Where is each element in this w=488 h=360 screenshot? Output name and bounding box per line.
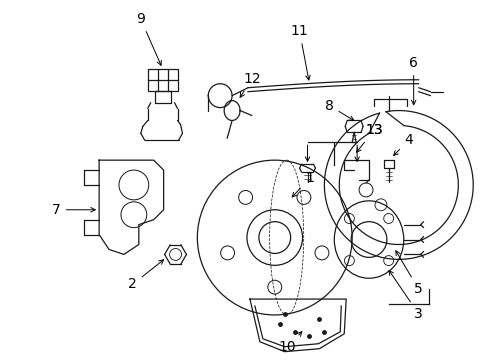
Text: 13: 13: [356, 123, 382, 152]
Text: 8: 8: [324, 99, 353, 121]
Text: 11: 11: [290, 24, 309, 80]
Text: 13: 13: [365, 123, 382, 138]
Text: 1: 1: [292, 171, 313, 197]
Text: 3: 3: [388, 270, 422, 321]
Text: 6: 6: [408, 56, 417, 105]
Text: 4: 4: [393, 133, 412, 156]
Text: 5: 5: [395, 251, 422, 296]
Text: 10: 10: [278, 332, 301, 354]
Text: 2: 2: [128, 260, 163, 291]
Text: 9: 9: [136, 12, 161, 65]
Text: 7: 7: [52, 203, 95, 217]
Text: 12: 12: [240, 72, 260, 97]
